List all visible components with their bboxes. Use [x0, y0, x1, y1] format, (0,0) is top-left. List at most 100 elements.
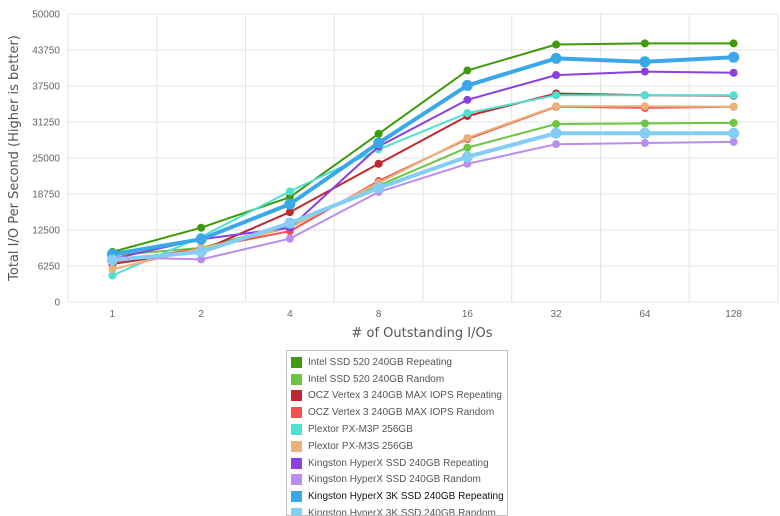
legend-label: Plextor PX-M3S 256GB: [308, 440, 414, 452]
legend-label: Kingston HyperX 3K SSD 240GB Repeating: [308, 491, 504, 503]
y-tick-label: 31250: [32, 118, 60, 129]
data-point: [195, 233, 207, 245]
legend-swatch: [291, 424, 302, 436]
legend-label: Plextor PX-M3P 256GB: [308, 424, 413, 436]
series-0: [108, 39, 738, 256]
data-point: [729, 91, 738, 100]
data-point: [197, 255, 206, 264]
legend-item: Kingston HyperX 3K SSD 240GB Repeating: [291, 488, 507, 505]
x-tick-label: 16: [462, 309, 474, 320]
legend-label: Intel SSD 520 240GB Repeating: [308, 356, 452, 368]
line-chart: 0 6250 12500 18750 25000 31250 37500 43750 50000…: [7, 10, 779, 341]
legend-swatch: [291, 373, 302, 385]
legend-label: Kingston HyperX SSD 240GB Repeating: [308, 457, 489, 469]
data-point: [195, 246, 207, 258]
data-point: [729, 102, 738, 111]
series-line: [112, 105, 734, 271]
legend-swatch: [291, 491, 302, 503]
data-point: [461, 79, 473, 91]
legend: Intel SSD 520 240GB Repeating Intel SSD 5…: [286, 350, 508, 516]
data-point: [550, 127, 562, 139]
data-point: [108, 265, 117, 274]
series-8: [106, 51, 740, 260]
data-point: [640, 139, 649, 148]
x-tick-label: 32: [551, 309, 563, 320]
data-point: [373, 182, 385, 194]
data-point: [639, 127, 651, 139]
y-tick-label: 43750: [32, 46, 60, 57]
data-point: [640, 39, 649, 48]
legend-label: OCZ Vertex 3 240GB MAX IOPS Repeating: [308, 390, 502, 402]
data-point: [550, 52, 562, 64]
data-point: [285, 234, 294, 243]
x-tick-label: 1: [110, 309, 116, 320]
data-point: [640, 91, 649, 100]
data-point: [729, 68, 738, 77]
gridlines: [67, 13, 779, 303]
data-point: [373, 137, 385, 149]
tick-labels: 0 6250 12500 18750 25000 31250 37500 43750 50000…: [32, 10, 742, 321]
data-point: [463, 66, 472, 75]
series-line: [112, 42, 734, 253]
data-point: [639, 56, 651, 68]
x-tick-label: 4: [287, 309, 293, 320]
data-point: [374, 129, 383, 138]
series-line: [112, 140, 734, 261]
y-tick-label: 50000: [32, 10, 60, 21]
y-tick-label: 18750: [32, 190, 60, 201]
series-line: [112, 94, 734, 277]
data-point: [728, 51, 740, 63]
legend-item: Plextor PX-M3P 256GB: [291, 421, 507, 438]
data-point: [463, 95, 472, 104]
data-point: [552, 91, 561, 100]
data-point: [729, 137, 738, 146]
data-point: [285, 208, 294, 217]
legend-swatch: [291, 440, 302, 452]
x-tick-label: 128: [725, 309, 742, 320]
data-point: [463, 143, 472, 152]
data-point: [106, 254, 118, 266]
y-tick-label: 0: [54, 298, 60, 309]
x-tick-label: 64: [639, 309, 651, 320]
data-point: [552, 102, 561, 111]
data-point: [374, 159, 383, 168]
y-tick-label: 25000: [32, 154, 60, 165]
legend-swatch: [291, 390, 302, 402]
legend-item: Intel SSD 520 240GB Repeating: [291, 354, 507, 371]
y-tick-label: 6250: [38, 262, 61, 273]
y-axis-label: Total I/O Per Second (Higher is better): [7, 35, 22, 282]
legend-label: Kingston HyperX SSD 240GB Random: [308, 474, 481, 486]
legend-swatch: [291, 508, 302, 515]
legend-item: OCZ Vertex 3 240GB MAX IOPS Random: [291, 404, 507, 421]
data-point: [552, 120, 561, 129]
legend-item: OCZ Vertex 3 240GB MAX IOPS Repeating: [291, 388, 507, 405]
legend-label: Intel SSD 520 240GB Random: [308, 373, 445, 385]
series-9: [106, 127, 740, 266]
legend-item: Kingston HyperX 3K SSD 240GB Random: [291, 505, 507, 516]
data-point: [197, 223, 206, 232]
data-point: [284, 198, 296, 210]
data-point: [285, 187, 294, 196]
y-tick-label: 37500: [32, 82, 60, 93]
legend-label: OCZ Vertex 3 240GB MAX IOPS Random: [308, 407, 495, 419]
legend-item: Kingston HyperX SSD 240GB Repeating: [291, 455, 507, 472]
data-point: [461, 151, 473, 163]
data-point: [640, 67, 649, 76]
series-line: [112, 70, 734, 260]
data-point: [552, 71, 561, 80]
legend-swatch: [291, 407, 302, 419]
series-line: [112, 55, 734, 257]
x-tick-label: 2: [198, 309, 204, 320]
data-point: [284, 217, 296, 229]
legend-label: Kingston HyperX 3K SSD 240GB Random: [308, 508, 496, 516]
x-tick-label: 8: [376, 309, 382, 320]
data-point: [728, 127, 740, 139]
legend-swatch: [291, 356, 302, 368]
data-point: [729, 39, 738, 48]
series-line: [112, 131, 734, 262]
data-point: [552, 40, 561, 49]
series-layer: [106, 39, 740, 280]
data-point: [640, 102, 649, 111]
data-point: [108, 271, 117, 280]
data-point: [640, 119, 649, 128]
